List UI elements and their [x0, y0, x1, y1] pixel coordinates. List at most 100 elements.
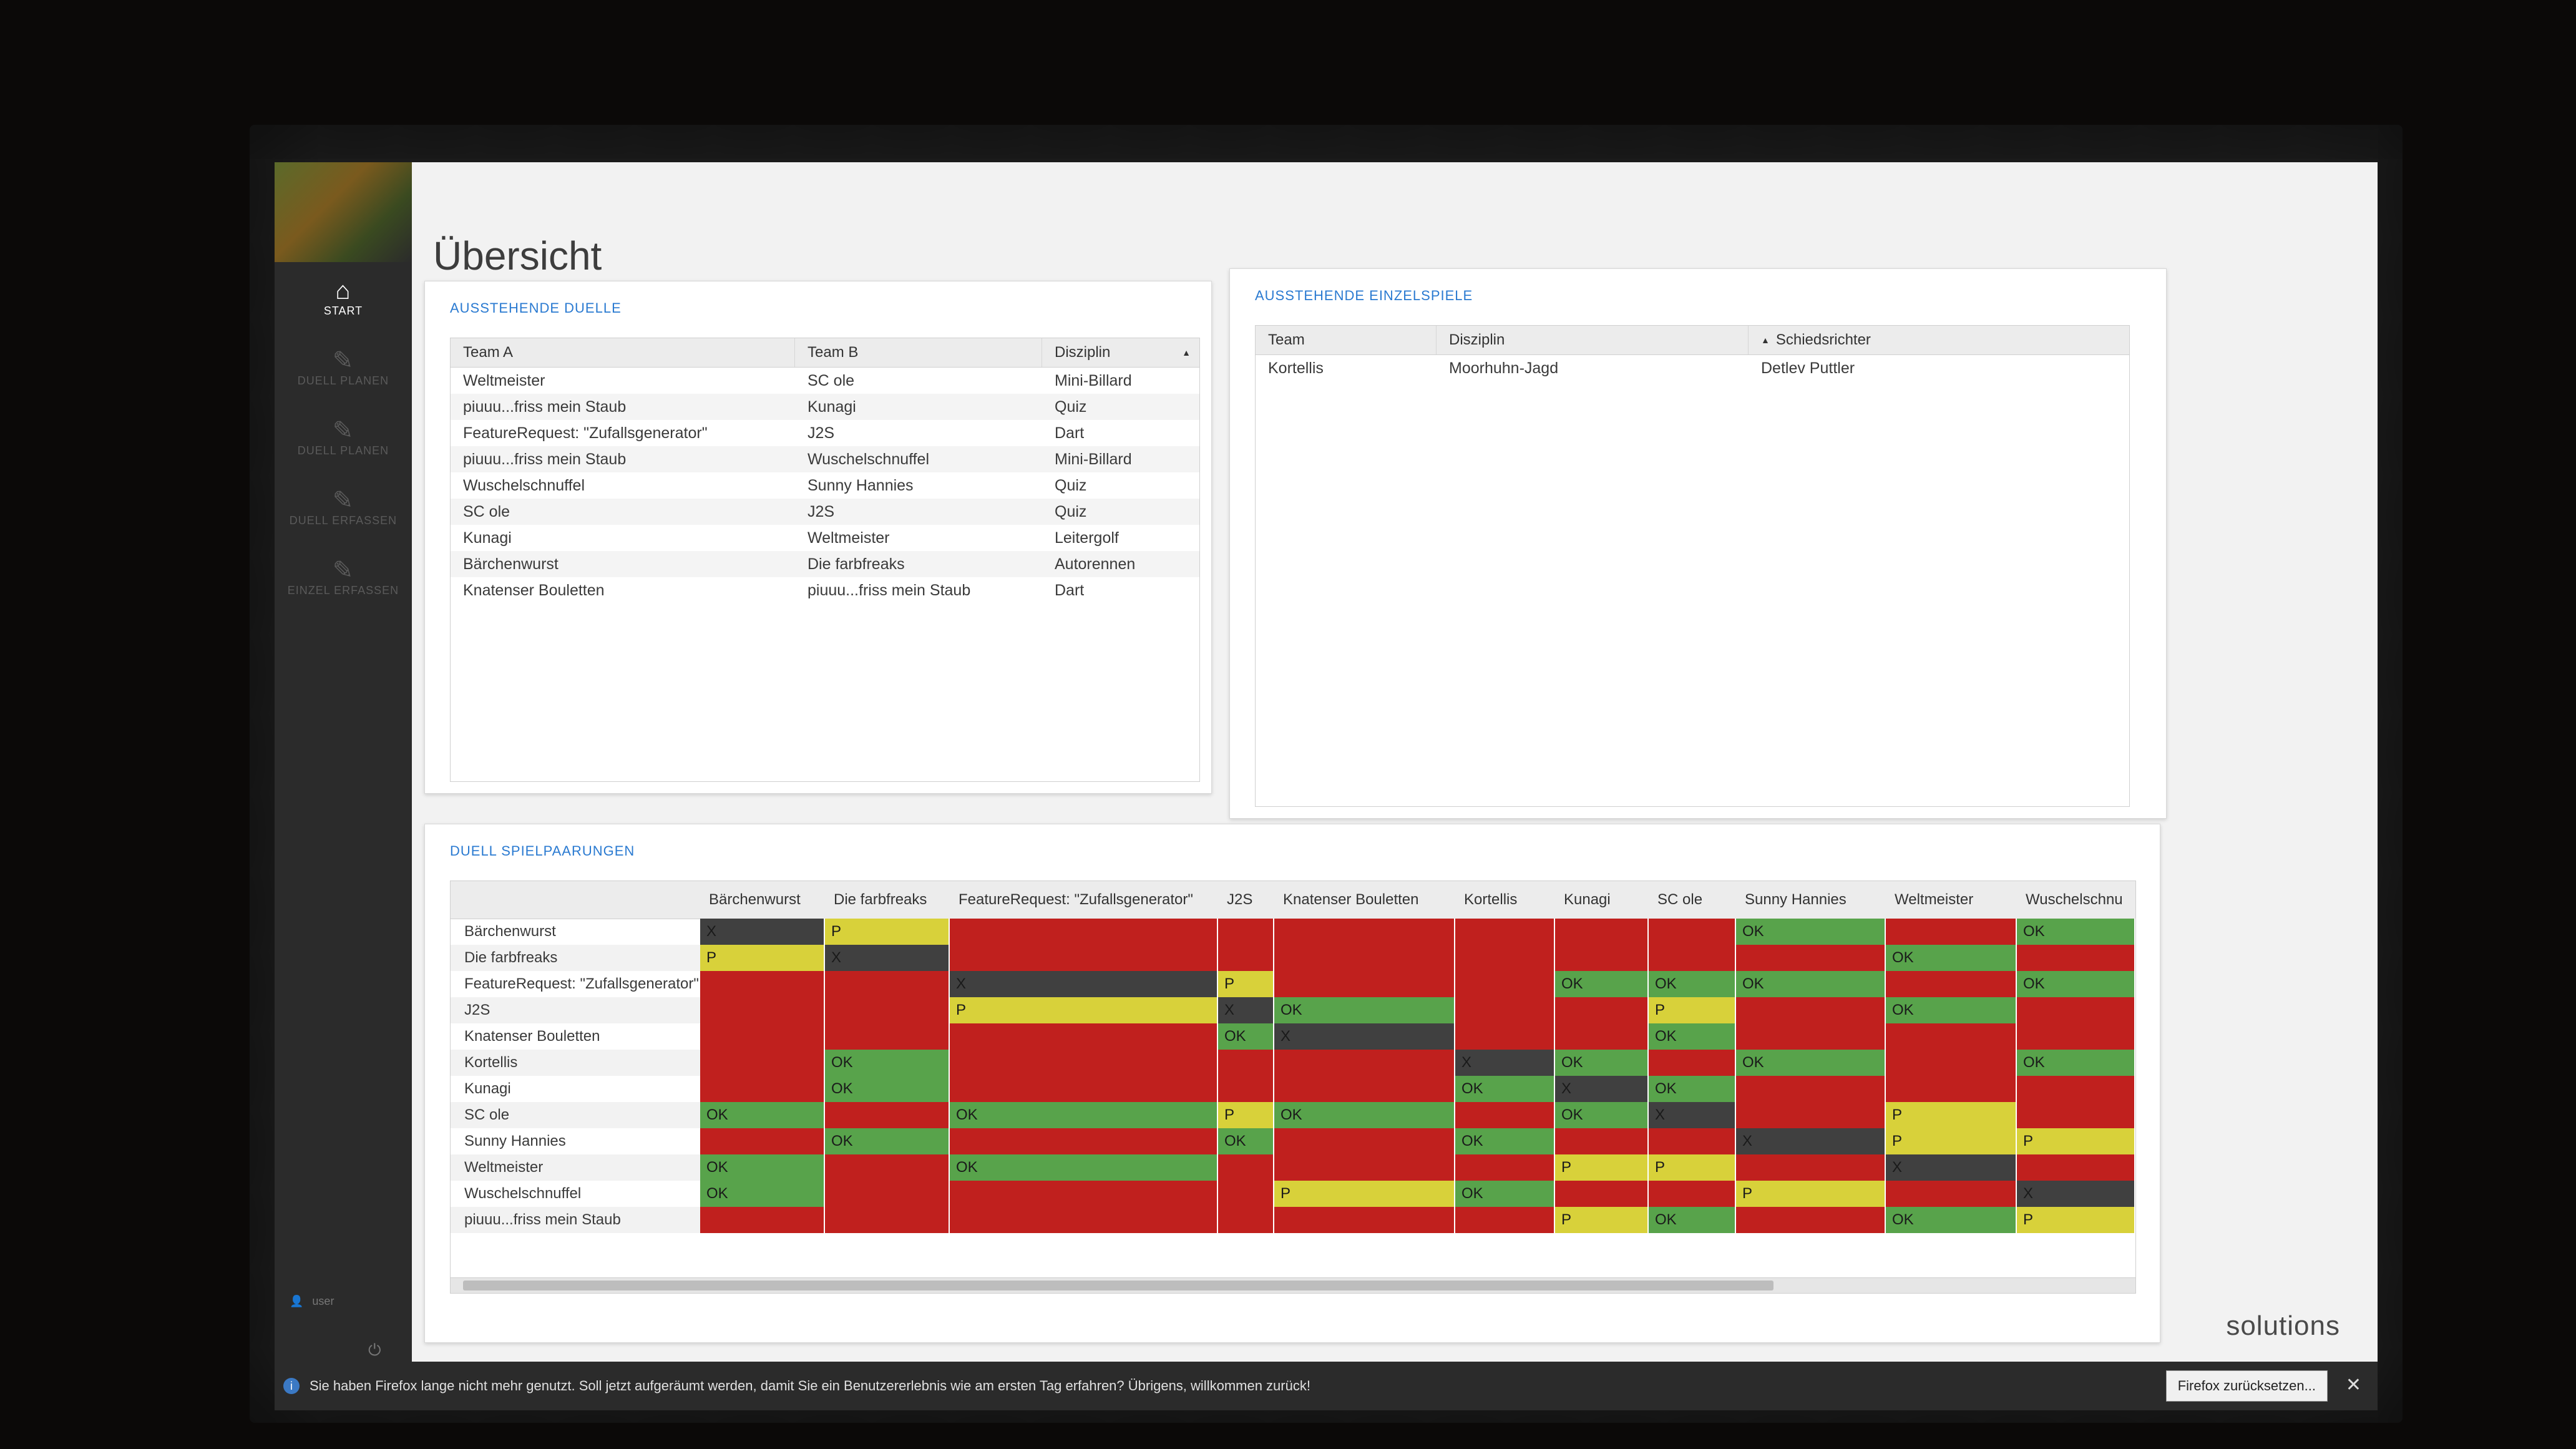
- matrix-cell[interactable]: [825, 997, 950, 1023]
- matrix-cell[interactable]: [1649, 1181, 1736, 1207]
- matrix-cell[interactable]: P: [1274, 1181, 1455, 1207]
- matrix-cell[interactable]: [2017, 1154, 2135, 1181]
- matrix-cell[interactable]: [950, 1050, 1218, 1076]
- matrix-cell[interactable]: [825, 971, 950, 997]
- matrix-cell[interactable]: [2017, 945, 2135, 971]
- table-row[interactable]: Knatenser Bouletten piuuu...friss mein St…: [451, 577, 1199, 603]
- matrix-cell[interactable]: OK: [1455, 1076, 1555, 1102]
- matrix-cell[interactable]: X: [1555, 1076, 1649, 1102]
- matrix-cell[interactable]: [1274, 1076, 1455, 1102]
- matrix-cell[interactable]: [1218, 1154, 1274, 1181]
- matrix-cell[interactable]: P: [1886, 1128, 2017, 1154]
- matrix-cell[interactable]: [1218, 1076, 1274, 1102]
- table-row[interactable]: Bärchenwurst Die farbfreaks Autorennen: [451, 551, 1199, 577]
- matrix-cell[interactable]: [700, 971, 825, 997]
- matrix-cell[interactable]: [2017, 1023, 2135, 1050]
- matrix-cell[interactable]: [700, 997, 825, 1023]
- column-header-team-a[interactable]: Team A: [451, 338, 795, 367]
- matrix-cell[interactable]: [1736, 1023, 1886, 1050]
- matrix-cell[interactable]: [1218, 1181, 1274, 1207]
- matrix-cell[interactable]: OK: [2017, 971, 2135, 997]
- column-header-disziplin[interactable]: Disziplin ▲: [1042, 338, 1198, 367]
- matrix-cell[interactable]: OK: [1886, 1207, 2017, 1233]
- matrix-cell[interactable]: [1886, 1181, 2017, 1207]
- matrix-cell[interactable]: X: [2017, 1181, 2135, 1207]
- matrix-cell[interactable]: [1455, 1207, 1555, 1233]
- matrix-cell[interactable]: [1274, 1207, 1455, 1233]
- column-header-team-b[interactable]: Team B: [795, 338, 1042, 367]
- matrix-cell[interactable]: [1455, 1023, 1555, 1050]
- matrix-cell[interactable]: [1886, 919, 2017, 945]
- matrix-cell[interactable]: OK: [2017, 1050, 2135, 1076]
- matrix-cell[interactable]: P: [1649, 1154, 1736, 1181]
- matrix-cell[interactable]: [1274, 1154, 1455, 1181]
- matrix-cell[interactable]: X: [825, 945, 950, 971]
- matrix-cell[interactable]: [1455, 919, 1555, 945]
- table-row[interactable]: FeatureRequest: "Zufallsgenerator" J2S Dar…: [451, 420, 1199, 446]
- column-header-schiedsrichter[interactable]: ▲ Schiedsrichter: [1749, 326, 2128, 354]
- table-row[interactable]: piuuu...friss mein Staub Wuschelschnuffel…: [451, 446, 1199, 472]
- matrix-cell[interactable]: [700, 1128, 825, 1154]
- sidebar-item-duell-planen-2[interactable]: ✎ DUELL PLANEN: [275, 402, 412, 472]
- matrix-cell[interactable]: [825, 1154, 950, 1181]
- matrix-cell[interactable]: [1649, 1050, 1736, 1076]
- matrix-cell[interactable]: X: [1736, 1128, 1886, 1154]
- user-menu[interactable]: 👤 user: [275, 1279, 427, 1323]
- matrix-cell[interactable]: [1886, 971, 2017, 997]
- matrix-cell[interactable]: [1274, 1050, 1455, 1076]
- matrix-cell[interactable]: P: [950, 997, 1218, 1023]
- matrix-cell[interactable]: [950, 1207, 1218, 1233]
- matrix-cell[interactable]: [1736, 1102, 1886, 1128]
- table-row[interactable]: SC ole J2S Quiz: [451, 499, 1199, 525]
- close-icon[interactable]: ✕: [2345, 1375, 2361, 1395]
- matrix-cell[interactable]: [700, 1076, 825, 1102]
- matrix-cell[interactable]: [1555, 945, 1649, 971]
- matrix-cell[interactable]: [1455, 1102, 1555, 1128]
- matrix-cell[interactable]: OK: [1649, 1023, 1736, 1050]
- matrix-cell[interactable]: P: [825, 919, 950, 945]
- matrix-cell[interactable]: [1886, 1050, 2017, 1076]
- matrix-cell[interactable]: OK: [1886, 997, 2017, 1023]
- matrix-cell[interactable]: [1555, 997, 1649, 1023]
- matrix-cell[interactable]: OK: [2017, 919, 2135, 945]
- table-row[interactable]: Kortellis Moorhuhn-Jagd Detlev Puttler: [1256, 355, 2129, 381]
- matrix-cell[interactable]: OK: [1555, 1102, 1649, 1128]
- matrix-cell[interactable]: OK: [1274, 1102, 1455, 1128]
- matrix-cell[interactable]: [2017, 1102, 2135, 1128]
- matrix-cell[interactable]: OK: [950, 1102, 1218, 1128]
- matrix-cell[interactable]: [1555, 1023, 1649, 1050]
- matrix-cell[interactable]: [950, 1128, 1218, 1154]
- matrix-cell[interactable]: P: [1555, 1154, 1649, 1181]
- matrix-cell[interactable]: X: [700, 919, 825, 945]
- matrix-cell[interactable]: [1649, 919, 1736, 945]
- matrix-cell[interactable]: P: [1886, 1102, 2017, 1128]
- matrix-cell[interactable]: [825, 1102, 950, 1128]
- matrix-cell[interactable]: OK: [1274, 997, 1455, 1023]
- matrix-cell[interactable]: P: [2017, 1207, 2135, 1233]
- matrix-cell[interactable]: OK: [1218, 1023, 1274, 1050]
- matrix-cell[interactable]: OK: [1649, 1207, 1736, 1233]
- matrix-cell[interactable]: [700, 1023, 825, 1050]
- matrix-cell[interactable]: [1886, 1023, 2017, 1050]
- firefox-reset-button[interactable]: Firefox zurücksetzen...: [2165, 1370, 2328, 1402]
- matrix-cell[interactable]: [1218, 919, 1274, 945]
- horizontal-scrollbar[interactable]: [451, 1277, 2135, 1293]
- matrix-cell[interactable]: [1886, 1076, 2017, 1102]
- matrix-cell[interactable]: [1274, 971, 1455, 997]
- matrix-cell[interactable]: OK: [1886, 945, 2017, 971]
- matrix-cell[interactable]: [1455, 971, 1555, 997]
- matrix-cell[interactable]: [1736, 1154, 1886, 1181]
- matrix-cell[interactable]: [700, 1050, 825, 1076]
- matrix-cell[interactable]: X: [1649, 1102, 1736, 1128]
- matrix-cell[interactable]: OK: [1649, 1076, 1736, 1102]
- matrix-cell[interactable]: [1455, 945, 1555, 971]
- matrix-cell[interactable]: [1218, 1050, 1274, 1076]
- matrix-cell[interactable]: [1455, 1154, 1555, 1181]
- matrix-cell[interactable]: OK: [1736, 1050, 1886, 1076]
- matrix-cell[interactable]: [1555, 919, 1649, 945]
- table-row[interactable]: Wuschelschnuffel Sunny Hannies Quiz: [451, 472, 1199, 499]
- matrix-cell[interactable]: [950, 1181, 1218, 1207]
- sidebar-item-start[interactable]: ⌂ START: [275, 262, 412, 332]
- matrix-cell[interactable]: [950, 919, 1218, 945]
- matrix-cell[interactable]: [1649, 1128, 1736, 1154]
